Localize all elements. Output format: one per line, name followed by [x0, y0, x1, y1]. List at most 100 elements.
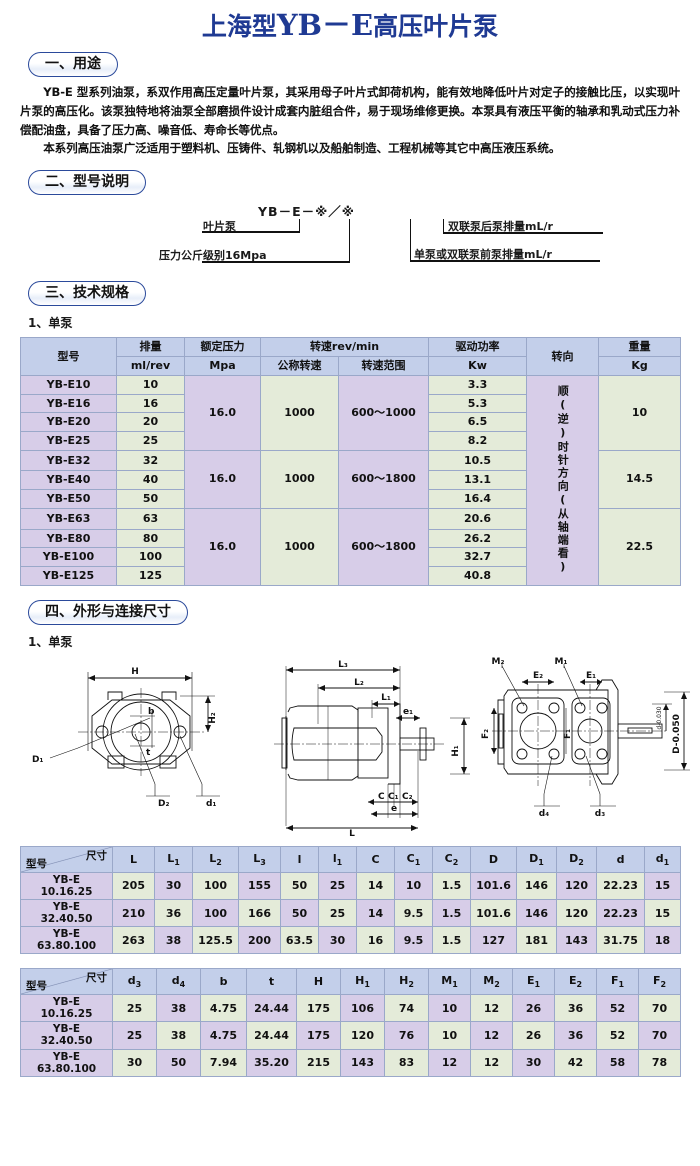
- cell-l: 63.5: [280, 926, 319, 955]
- dim1-corner-cell: 尺寸 型号: [20, 845, 113, 873]
- dim-header-l: l: [280, 845, 319, 873]
- title-latin: YB－E: [276, 8, 374, 42]
- cell-F2: 78: [638, 1048, 681, 1077]
- dim-table-row: YB-E 32.40.50 25 38 4.75 24.44 175 120 76 10 12 26 3…: [20, 1021, 681, 1050]
- cell-weight: 22.5: [598, 507, 682, 586]
- dim-header-b: b: [200, 968, 247, 996]
- spec-table-body: YB-E10 10 16.0 1000 600～1000 3.3 顺(逆)时针方向(从轴端看…: [20, 374, 682, 586]
- cell-C: 14: [356, 899, 395, 928]
- cell-D: 101.6: [470, 899, 517, 928]
- corner-label-model: 型号: [26, 857, 47, 870]
- dim-table-row: YB-E 10.16.25 25 38 4.75 24.44 175 106 74 10 12 26 3…: [20, 994, 681, 1023]
- spec-header-row-1: 型号 排量 额定压力 转速rev/min 驱动功率 转向 重量: [20, 337, 682, 376]
- dim-header-C: C: [356, 845, 395, 873]
- cell-C2: 1.5: [432, 926, 471, 955]
- cell-M2: 12: [470, 994, 513, 1023]
- leader-tick-front: [410, 219, 412, 262]
- cell-E2: 42: [554, 1048, 597, 1077]
- section-header-spec-wrap: 三、技术规格: [28, 281, 680, 307]
- dim-table-row: YB-E 10.16.25 205 30 100 155 50 25 14 10 1.5 101.6 1…: [20, 871, 681, 901]
- spec-table-row: YB-E16 16 5.3: [20, 393, 681, 414]
- cell-power: 13.1: [428, 470, 528, 491]
- cell-M2: 12: [470, 1021, 513, 1050]
- section-header-usage-wrap: 一、用途: [28, 51, 680, 77]
- section-header-model: 二、型号说明: [28, 170, 146, 196]
- cell-speed-range: 600～1800: [337, 449, 430, 509]
- th-direction: 转向: [526, 337, 600, 376]
- cell-H: 215: [296, 1048, 341, 1077]
- dim-label-d4: d₄: [539, 809, 549, 819]
- cell-power: 8.2: [428, 431, 528, 451]
- model-code-diagram: YB－E－※／※ 叶片泵 压力公斤级别16Mpa 双联泵后泵排量mL/r 单泵或…: [20, 201, 680, 279]
- cell-L1: 36: [154, 899, 193, 928]
- cell-model: YB-E 32.40.50: [20, 899, 113, 928]
- page-title: 上海型YB－E高压叶片泵: [20, 0, 680, 42]
- cell-d: 22.23: [596, 871, 645, 901]
- leader-tick-pump: [299, 219, 301, 233]
- cell-C2: 1.5: [432, 871, 471, 901]
- leader-line-pressure: [202, 261, 350, 263]
- label-pressure-class: 压力公斤级别16Mpa: [159, 249, 267, 263]
- cell-model: YB-E10: [20, 374, 117, 395]
- cell-F1: 52: [596, 1021, 639, 1050]
- dim-label-F1: F₁: [563, 729, 573, 739]
- cell-F1: 52: [596, 994, 639, 1023]
- cell-pressure: 16.0: [184, 449, 261, 509]
- th-pressure-unit: Mpa: [184, 356, 261, 376]
- label-front-pump-disp: 单泵或双联泵前泵排量mL/r: [414, 248, 552, 262]
- dim-header-E2: E2: [554, 968, 597, 996]
- dim-label-C1: C₁: [388, 792, 399, 802]
- cell-model: YB-E50: [20, 489, 117, 509]
- dim-label-H: H: [131, 667, 139, 677]
- cell-F2: 70: [638, 1021, 681, 1050]
- cell-l: 50: [280, 871, 319, 901]
- cell-D1: 146: [516, 899, 557, 928]
- cell-d1: 15: [644, 871, 681, 901]
- dim-label-b: b: [148, 707, 155, 717]
- cell-displacement: 40: [116, 470, 185, 491]
- cell-E1: 30: [512, 1048, 555, 1077]
- dim-table-row: YB-E 63.80.100 263 38 125.5 200 63.5 30 16 9.5 1.5…: [20, 926, 681, 955]
- cell-model: YB-E 63.80.100: [20, 1048, 113, 1077]
- dim-header-M1: M1: [428, 968, 471, 996]
- corner-label-size: 尺寸: [86, 972, 107, 985]
- cell-displacement: 63: [116, 507, 185, 530]
- cell-nominal-speed: 1000: [260, 449, 339, 509]
- cell-M1: 10: [428, 1021, 471, 1050]
- dim-header-d3: d3: [112, 968, 157, 996]
- cell-l1: 25: [318, 871, 357, 901]
- leader-tick-rear: [443, 219, 445, 234]
- cell-d: 31.75: [596, 926, 645, 955]
- leader-tick-pressure: [349, 219, 351, 263]
- spec-table-row: YB-E25 25 8.2: [20, 431, 681, 451]
- cell-displacement: 20: [116, 412, 185, 433]
- cell-D2: 143: [556, 926, 597, 955]
- cell-power: 10.5: [428, 449, 528, 472]
- cell-displacement: 16: [116, 393, 185, 414]
- cell-model: YB-E20: [20, 412, 117, 433]
- dim2-body: YB-E 10.16.25 25 38 4.75 24.44 175 106 74 10 12 26 3…: [20, 994, 681, 1077]
- subhead-dim-single-pump: 1、单泵: [28, 634, 73, 649]
- dim-label-e1: e₁: [403, 707, 413, 717]
- dim-header-d4: d4: [156, 968, 201, 996]
- dim-label-C2: C₂: [402, 792, 413, 802]
- dim-header-C2: C2: [432, 845, 471, 873]
- cell-d3: 25: [112, 1021, 157, 1050]
- drawing-side-view: L₃ L₂ L₁ e₁ C C₁ C₂ e L H₁: [274, 660, 470, 836]
- dim1-header-row: 尺寸 型号 L L1 L2 L3 l l1 C C1 C2 D D1 D2 d d1: [20, 845, 681, 873]
- cell-d3: 25: [112, 994, 157, 1023]
- cell-weight: 14.5: [598, 449, 682, 509]
- dim-label-L2: L₂: [354, 678, 364, 688]
- title-suffix: 高压叶片泵: [373, 12, 499, 41]
- th-displacement-unit: ml/rev: [116, 356, 185, 376]
- th-speed-range: 转速范围: [337, 356, 430, 376]
- dim-header-H2: H2: [384, 968, 429, 996]
- th-weight: 重量: [598, 337, 682, 358]
- th-speed-nominal: 公称转速: [260, 356, 339, 376]
- dim-table-row: YB-E 63.80.100 30 50 7.94 35.20 215 143 83 12 12 30…: [20, 1048, 681, 1077]
- dim-header-L: L: [112, 845, 155, 873]
- cell-H1: 106: [340, 994, 385, 1023]
- cell-pressure: 16.0: [184, 507, 261, 586]
- cell-L2: 100: [192, 899, 239, 928]
- cell-model: YB-E100: [20, 547, 117, 568]
